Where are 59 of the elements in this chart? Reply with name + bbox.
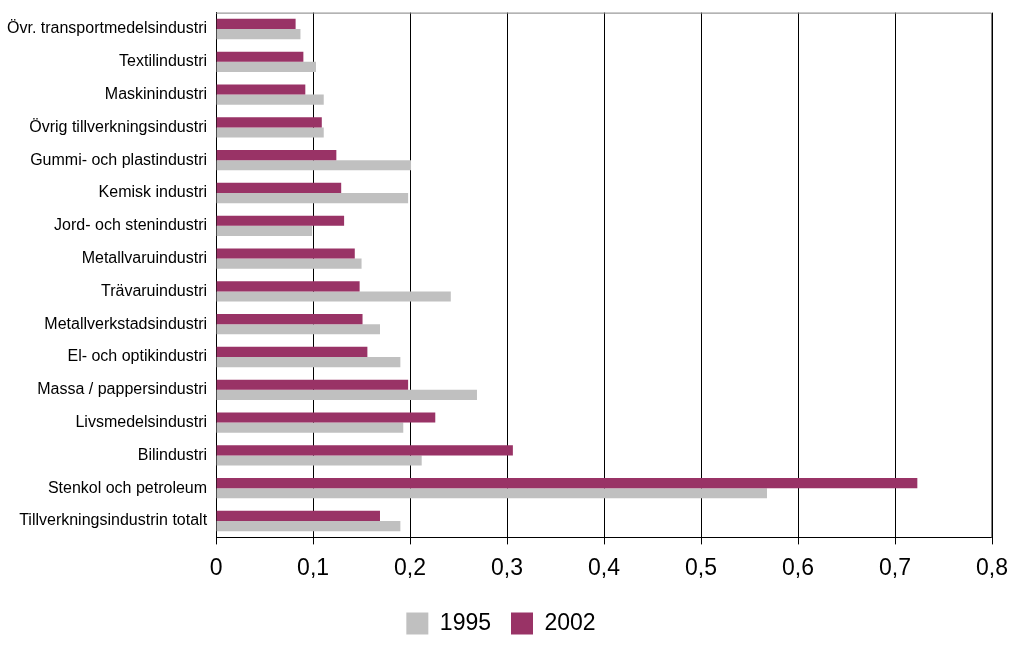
x-tick-label: 0,3: [491, 553, 524, 580]
y-tick-label: El- och optikindustri: [67, 347, 208, 365]
y-tick-label: Övr. transportmedelsindustri: [7, 19, 208, 37]
bar: [216, 61, 316, 72]
y-tick-label: Massa / pappersindustri: [37, 380, 208, 398]
bar: [216, 521, 401, 532]
bar: [216, 379, 409, 390]
bar: [216, 455, 422, 466]
bar: [216, 117, 322, 128]
bar: [216, 258, 362, 269]
bar: [216, 160, 412, 171]
bar: [216, 510, 380, 521]
y-tick-label: Textilindustri: [119, 52, 208, 70]
bar: [216, 478, 918, 489]
bar: [216, 94, 324, 105]
bar: [216, 215, 345, 226]
y-tick-label: Stenkol och petroleum: [47, 478, 208, 496]
bar: [216, 248, 355, 259]
bar: [216, 412, 436, 423]
bar: [216, 324, 380, 335]
x-tick-label: 0,1: [297, 553, 330, 580]
bar: [216, 182, 342, 193]
bar: [216, 281, 360, 292]
y-tick-label: Trävaruindustri: [100, 281, 208, 299]
bar: [216, 445, 513, 456]
y-tick-label: Bilindustri: [137, 445, 208, 463]
bar: [216, 225, 313, 236]
x-tick-label: 0,5: [685, 553, 718, 580]
bar: [216, 346, 368, 357]
y-tick-label: Gummi- och plastindustri: [30, 150, 208, 168]
x-tick-label: 0,8: [976, 553, 1009, 580]
y-tick-label: Kemisk industri: [98, 183, 208, 201]
x-tick-label: 0,4: [588, 553, 621, 580]
y-tick-label: Livsmedelsindustri: [75, 413, 208, 431]
bar: [216, 389, 477, 400]
x-tick-label: 0,6: [782, 553, 815, 580]
x-tick-label: 0: [209, 553, 223, 580]
bar: [216, 422, 404, 433]
y-tick-label: Jord- och stenindustri: [54, 216, 208, 234]
bar: [216, 150, 337, 161]
bar: [216, 84, 306, 95]
x-tick-label: 0,7: [879, 553, 912, 580]
bar: [216, 314, 363, 325]
y-tick-label: Tillverkningsindustrin totalt: [19, 511, 208, 529]
bar: [216, 18, 296, 29]
bar: [216, 193, 409, 204]
legend-label: 1995: [439, 608, 492, 635]
x-tick-label: 0,2: [394, 553, 427, 580]
bar: [216, 51, 304, 62]
bar: [216, 291, 451, 302]
bar: [216, 29, 301, 40]
y-tick-label: Maskinindustri: [104, 85, 208, 103]
y-tick-label: Metallverkstadsindustri: [44, 314, 208, 332]
legend-label: 2002: [544, 608, 596, 635]
bar: [216, 357, 401, 368]
y-tick-label: Övrig tillverkningsindustri: [29, 117, 208, 135]
bar: [216, 488, 767, 499]
y-tick-label: Metallvaruindustri: [81, 249, 208, 267]
bar: [216, 127, 324, 138]
